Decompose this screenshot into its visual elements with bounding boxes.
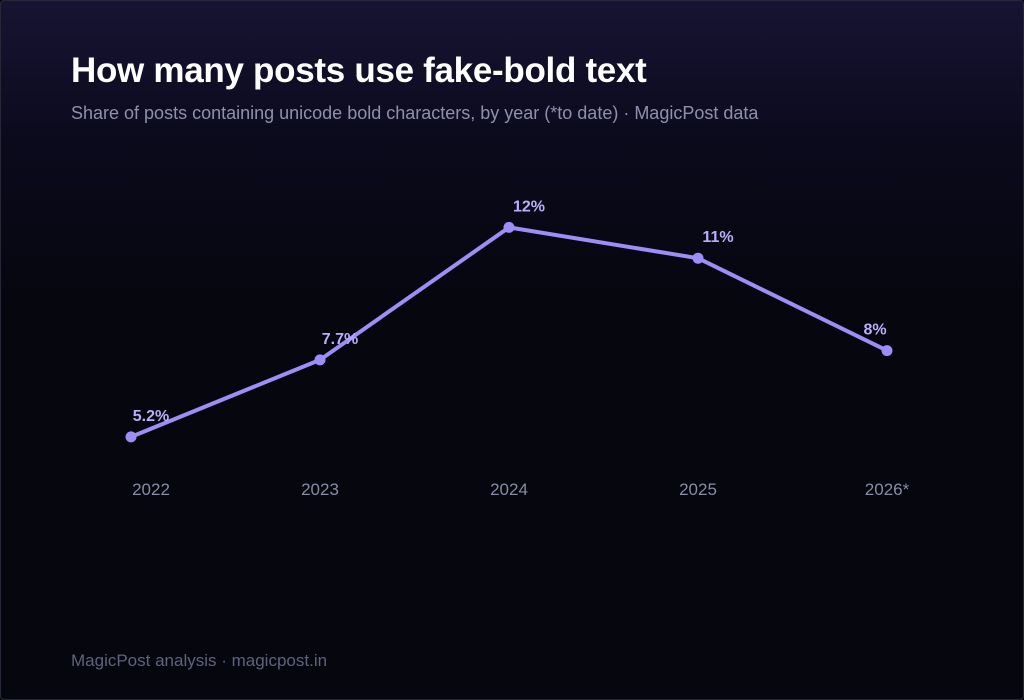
data-point-2025 bbox=[692, 252, 704, 264]
x-tick-label: 2023 bbox=[301, 480, 339, 499]
series-line bbox=[129, 225, 889, 439]
x-tick-label: 2022 bbox=[132, 480, 170, 499]
data-label: 12% bbox=[513, 198, 545, 215]
data-point-2026 bbox=[881, 345, 893, 357]
data-points-layer bbox=[125, 221, 893, 443]
x-tick-label: 2026* bbox=[865, 480, 910, 499]
series-line-layer bbox=[129, 225, 889, 439]
data-label: 7.7% bbox=[322, 331, 358, 348]
line-chart: 5.2% 7.7% 12% 11% 8% 2022 2023 2024 2025 2026* bbox=[125, 198, 910, 499]
data-point-2024 bbox=[503, 221, 515, 233]
data-label: 11% bbox=[702, 229, 733, 246]
x-axis-ticks: 2022 2023 2024 2025 2026* bbox=[132, 480, 910, 499]
footer-credit: MagicPost analysis · magicpost.in bbox=[71, 651, 328, 670]
chart-subtitle: Share of posts containing unicode bold c… bbox=[71, 103, 759, 123]
data-point-2022 bbox=[125, 431, 137, 443]
page-title: How many posts use fake-bold text bbox=[71, 51, 647, 90]
data-labels-layer: 5.2% 7.7% 12% 11% 8% bbox=[133, 198, 887, 424]
data-label: 8% bbox=[863, 322, 886, 339]
data-label: 5.2% bbox=[133, 408, 169, 425]
data-point-2023 bbox=[314, 354, 326, 366]
x-tick-label: 2024 bbox=[490, 480, 528, 499]
x-tick-label: 2025 bbox=[679, 480, 717, 499]
